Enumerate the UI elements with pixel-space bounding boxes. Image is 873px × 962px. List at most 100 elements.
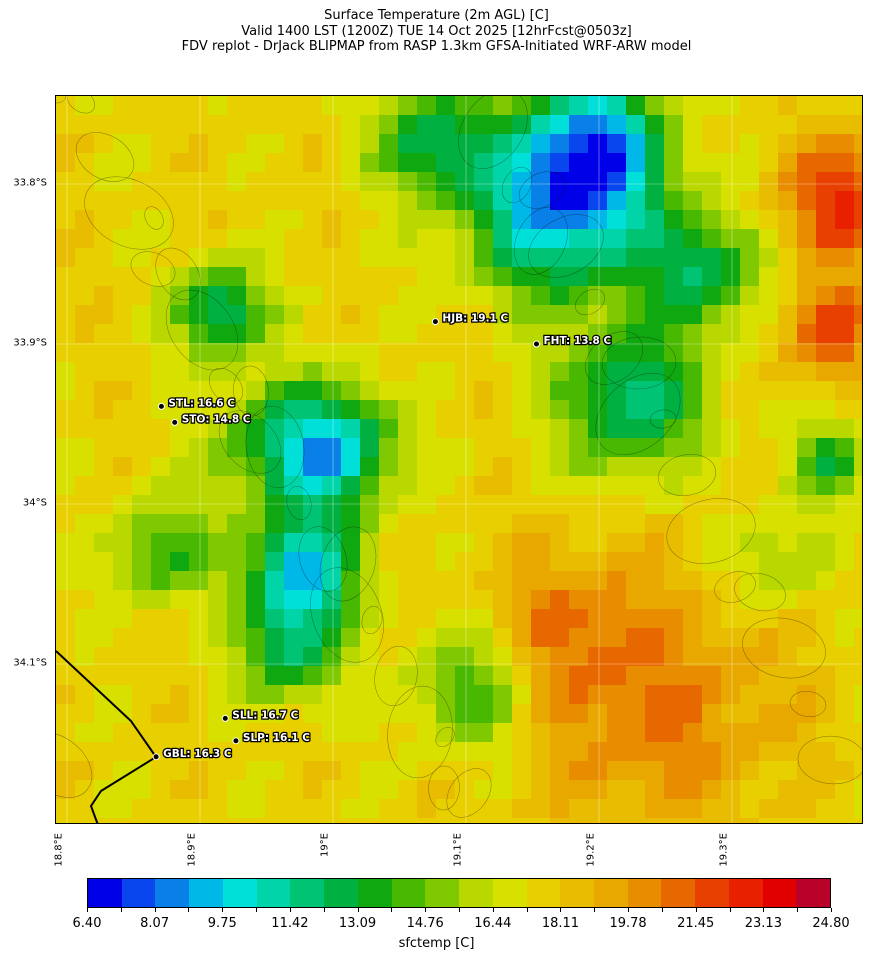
station-marker[interactable]: GBL: 16.3 C <box>152 747 233 761</box>
chart-title: Surface Temperature (2m AGL) [C] Valid 1… <box>0 8 873 55</box>
colorbar-tick <box>729 908 731 912</box>
lon-tick-label: 18.8°E <box>53 833 65 867</box>
station-label: HJB: 19.1 C <box>442 313 508 325</box>
colorbar-tick <box>222 908 224 912</box>
lat-tick-label: 34.1°S <box>13 657 47 669</box>
colorbar-swatch <box>357 879 392 907</box>
colorbar <box>87 878 831 908</box>
colorbar-tick-label: 8.07 <box>140 916 170 931</box>
colorbar-tick <box>323 908 325 912</box>
colorbar-tick-label: 13.09 <box>338 916 377 931</box>
station-marker[interactable]: STO: 14.8 C <box>171 412 252 427</box>
colorbar-tick <box>459 908 460 912</box>
colorbar-tick <box>763 908 765 912</box>
colorbar-tick-label: 24.80 <box>812 916 850 931</box>
temperature-field <box>56 96 862 823</box>
colorbar-swatch <box>189 879 223 907</box>
colorbar-tick-label: 21.45 <box>677 916 715 931</box>
colorbar-swatch <box>88 879 122 907</box>
colorbar-swatch <box>661 879 696 907</box>
colorbar-swatch <box>594 879 628 907</box>
station-dot[interactable] <box>152 753 160 761</box>
colorbar-tick <box>425 908 427 912</box>
colorbar-tick-label: 23.13 <box>744 916 782 931</box>
lat-tick-label: 34°S <box>22 497 47 509</box>
colorbar-swatch <box>728 879 763 907</box>
lon-tick-label: 19.1°E <box>452 833 464 867</box>
colorbar-swatch <box>155 879 190 907</box>
colorbar-swatch <box>492 879 527 907</box>
colorbar-tick <box>661 908 663 912</box>
colorbar-tick-label: 9.75 <box>207 916 237 931</box>
colorbar-tick <box>120 908 122 912</box>
colorbar-tick <box>154 908 156 912</box>
station-dot[interactable] <box>221 714 229 722</box>
lon-tick-label: 19.2°E <box>585 833 597 867</box>
colorbar-tick <box>797 908 799 912</box>
station-dot[interactable] <box>431 318 439 326</box>
map-svg: HJB: 19.1 C FHT: 13.8 C STL: 16.6 C STO: 14… <box>56 96 862 823</box>
colorbar-swatch <box>391 879 426 907</box>
colorbar-tick-label: 14.76 <box>406 916 444 931</box>
colorbar-tick <box>357 908 359 912</box>
station-label: FHT: 13.8 C <box>543 335 611 347</box>
lat-tick-label: 33.9°S <box>13 337 47 349</box>
colorbar-swatch <box>256 879 291 907</box>
lat-tick-label: 33.8°S <box>13 177 47 189</box>
lon-tick-label: 19.3°E <box>718 833 730 867</box>
colorbar-tick <box>831 908 832 912</box>
colorbar-swatch <box>796 879 831 907</box>
station-marker[interactable]: SLP: 16.1 C <box>232 731 312 745</box>
terrain-contours <box>56 96 862 818</box>
station-dot[interactable] <box>232 737 240 745</box>
station-dot[interactable] <box>532 340 540 348</box>
colorbar-swatch <box>290 879 325 907</box>
colorbar-swatch <box>425 879 460 907</box>
colorbar-tick <box>695 908 697 912</box>
colorbar-swatch <box>526 879 561 907</box>
colorbar-tick-label: 19.78 <box>609 916 647 931</box>
station-label: SLL: 16.7 C <box>232 709 298 721</box>
colorbar-tick <box>526 908 528 912</box>
station-label: STO: 14.8 C <box>182 413 251 425</box>
lon-tick-label: 19°E <box>319 833 331 858</box>
title-line-2: Valid 1400 LST (1200Z) TUE 14 Oct 2025 [… <box>241 23 632 39</box>
colorbar-swatch <box>627 879 662 907</box>
lon-tick-label: 18.9°E <box>186 833 198 867</box>
station-marker[interactable]: SLL: 16.7 C <box>221 708 300 723</box>
colorbar-tick <box>87 908 88 912</box>
colorbar-tick-label: 16.44 <box>474 916 512 931</box>
colorbar-tick <box>391 908 393 912</box>
colorbar-swatch <box>222 879 257 907</box>
colorbar-swatch <box>560 879 595 907</box>
colorbar-tick-label: 11.42 <box>271 916 309 931</box>
station-label: SLP: 16.1 C <box>243 732 310 744</box>
title-line-1: Surface Temperature (2m AGL) [C] <box>324 8 549 23</box>
station-dot[interactable] <box>171 418 179 426</box>
colorbar-tick-label: 6.40 <box>72 916 102 931</box>
colorbar-tick-label: 18.11 <box>541 916 580 931</box>
colorbar-tick <box>594 908 596 912</box>
colorbar-swatch <box>459 879 493 907</box>
colorbar-swatch <box>121 879 156 907</box>
station-dot[interactable] <box>157 402 165 410</box>
coastline <box>56 650 158 823</box>
colorbar-tick <box>560 908 562 912</box>
station-label: STL: 16.6 C <box>168 397 235 409</box>
colorbar-tick <box>256 908 258 912</box>
colorbar-swatch <box>324 879 358 907</box>
graticule <box>56 96 862 823</box>
station-marker[interactable]: STL: 16.6 C <box>157 396 237 411</box>
colorbar-tick <box>188 908 190 912</box>
colorbar-tick <box>289 908 291 912</box>
station-marker[interactable]: FHT: 13.8 C <box>532 334 613 348</box>
colorbar-tick <box>492 908 494 912</box>
temperature-map: HJB: 19.1 C FHT: 13.8 C STL: 16.6 C STO: 14… <box>55 95 863 824</box>
colorbar-tick <box>628 908 630 912</box>
station-label: GBL: 16.3 C <box>163 748 232 760</box>
colorbar-label: sfctemp [C] <box>398 936 475 951</box>
station-marker[interactable]: HJB: 19.1 C <box>431 311 510 326</box>
colorbar-swatch <box>762 879 797 907</box>
colorbar-swatch <box>695 879 729 907</box>
title-line-3: FDV replot - DrJack BLIPMAP from RASP 1.… <box>181 39 692 54</box>
